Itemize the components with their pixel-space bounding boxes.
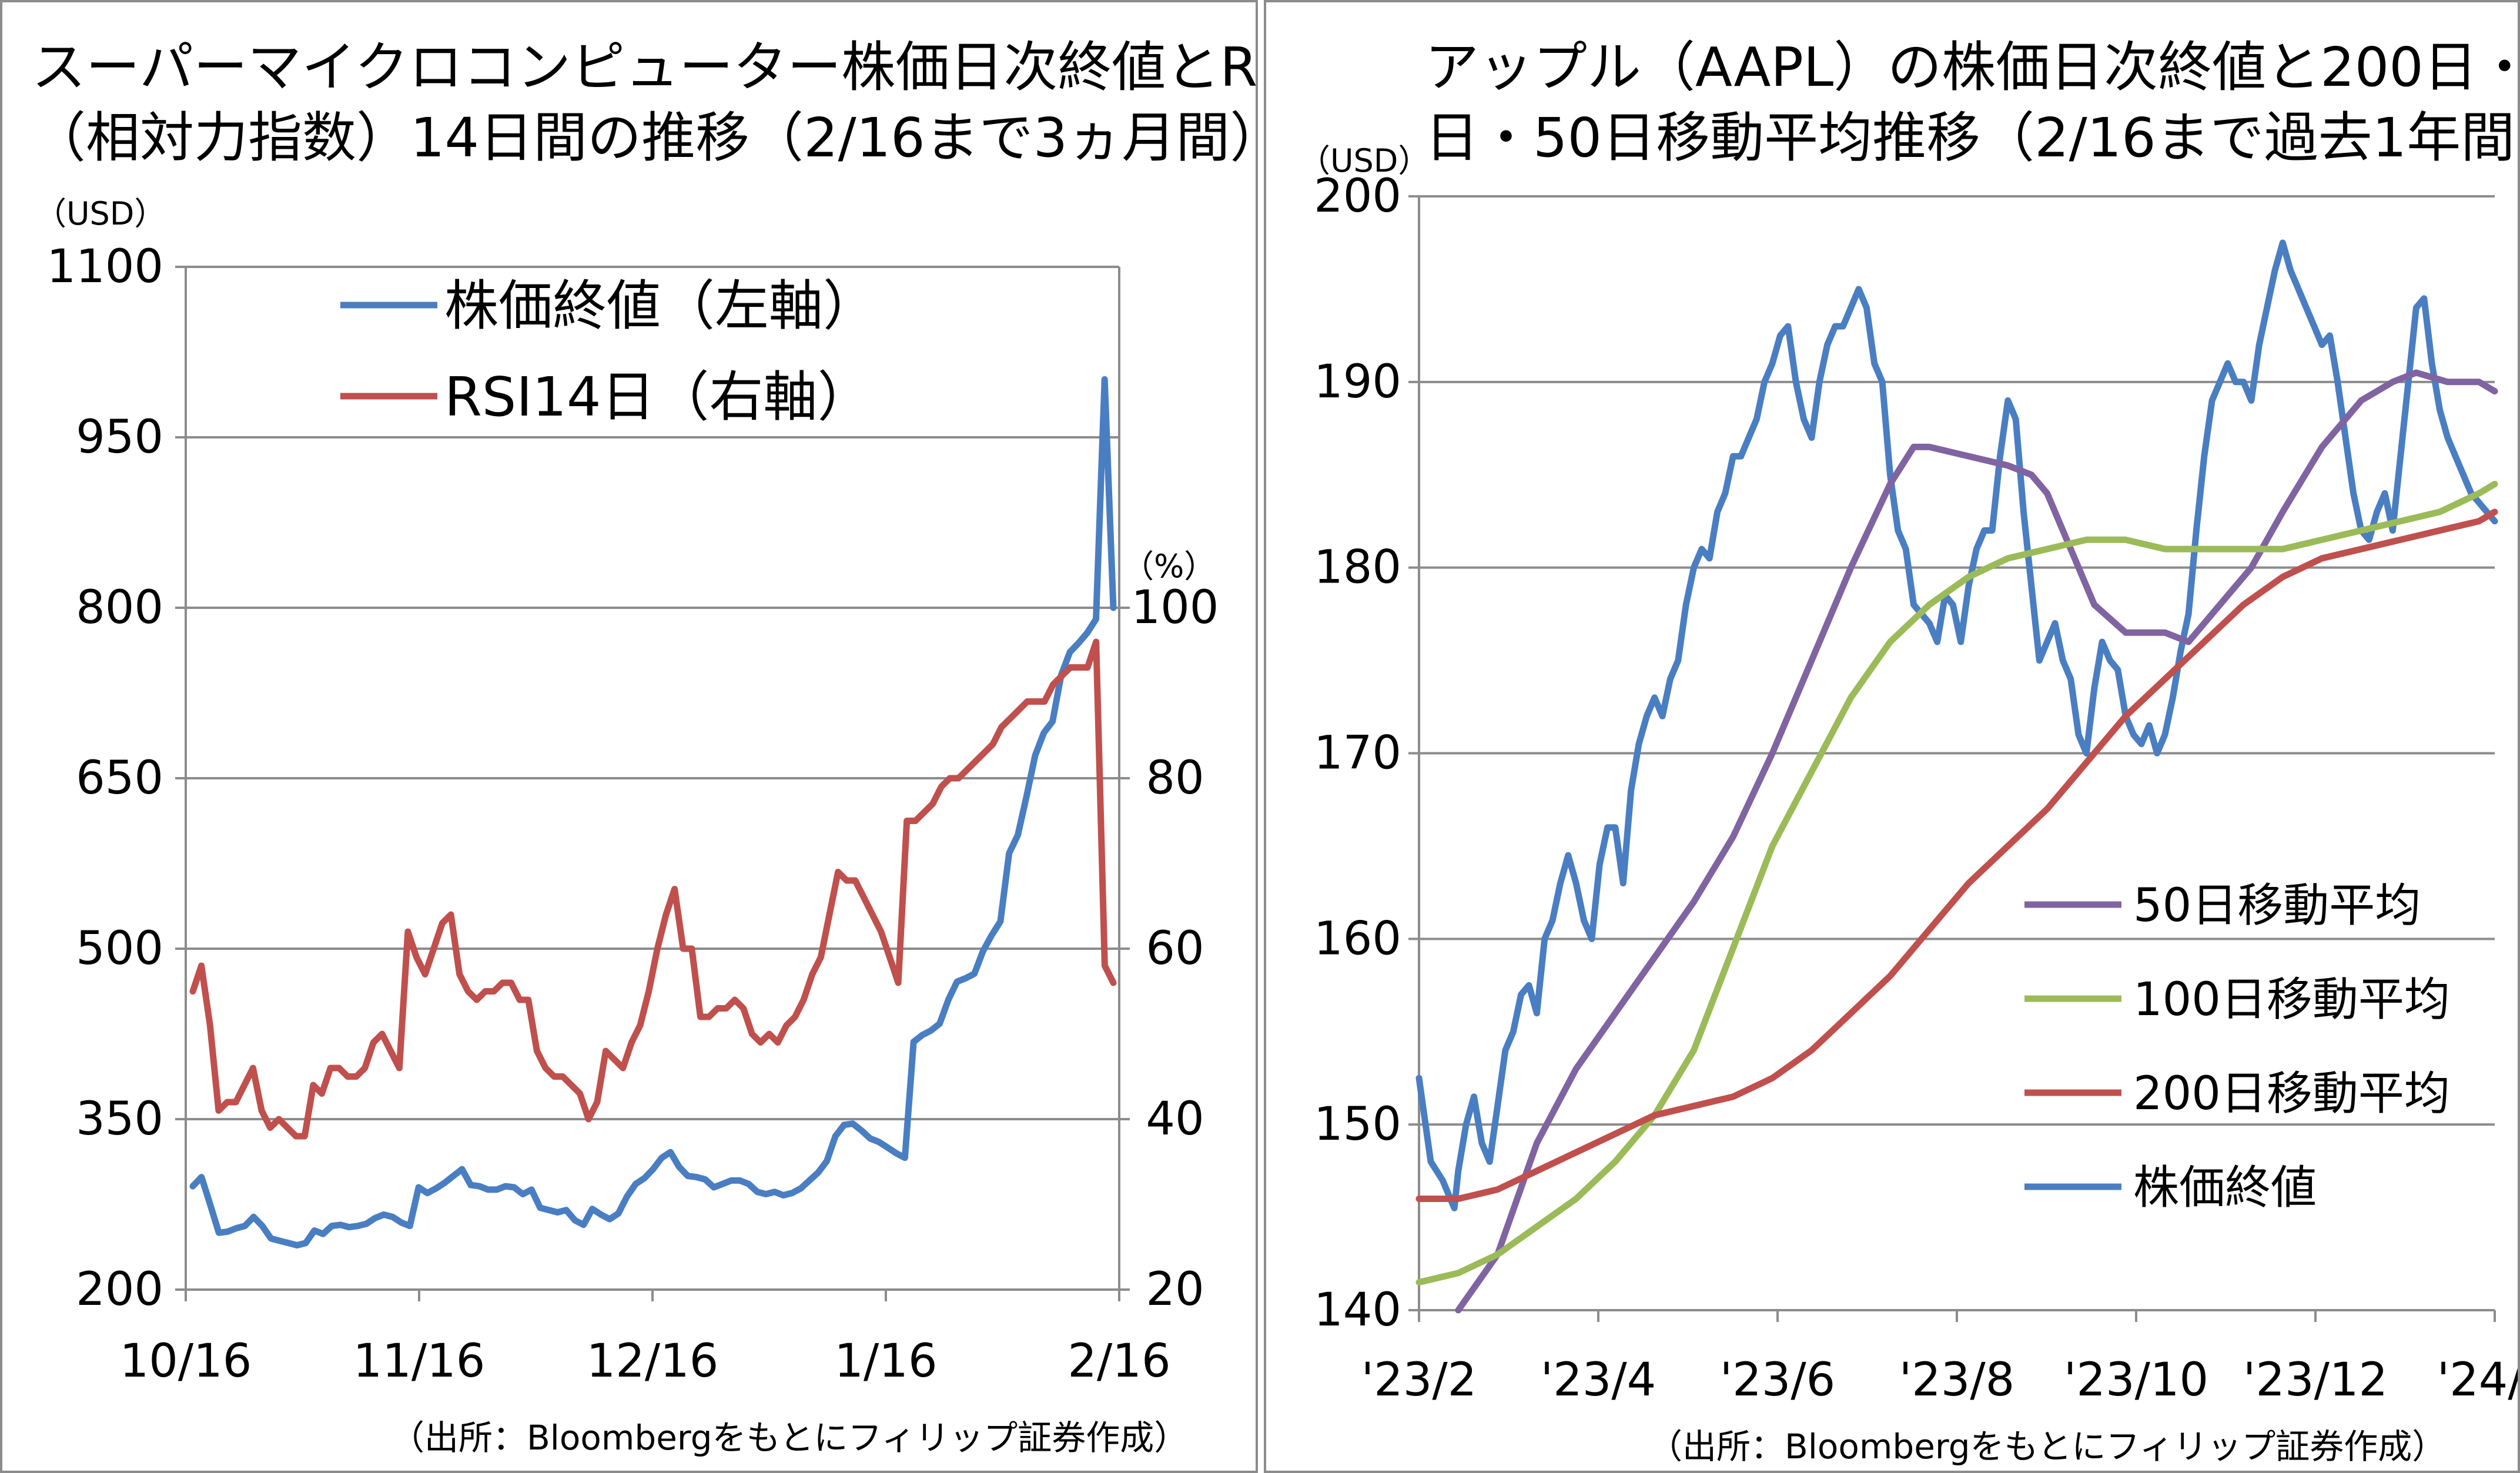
y-right-tick-label: 20 — [1146, 1263, 1204, 1316]
series-line-ma200 — [1415, 508, 2498, 1202]
series-line-price — [1415, 239, 2498, 1211]
x-tick-label: '23/2 — [1361, 1354, 1477, 1407]
x-tick-label: 11/16 — [353, 1335, 486, 1388]
legend-label: 株価終値（左軸） — [444, 274, 877, 337]
x-tick-label: 2/16 — [1067, 1335, 1170, 1388]
x-tick-label: '23/10 — [2064, 1354, 2208, 1407]
y-tick-label: 150 — [1314, 1098, 1401, 1151]
y-tick-label: 160 — [1314, 912, 1401, 965]
legend-label: 100日移動平均 — [2133, 973, 2450, 1026]
x-tick-label: '23/12 — [2243, 1354, 2388, 1407]
y-right-tick-label: 100 — [1132, 581, 1219, 634]
y-axis-unit: （USD） — [1299, 142, 1430, 179]
y-right-tick-label: 40 — [1146, 1093, 1204, 1146]
y-left-tick-label: 800 — [76, 581, 163, 634]
y-tick-label: 180 — [1314, 541, 1401, 594]
y-tick-label: 190 — [1314, 356, 1401, 409]
legend-label: 200日移動平均 — [2133, 1067, 2450, 1120]
y-left-tick-label: 950 — [76, 411, 163, 464]
y-right-tick-label: 80 — [1146, 752, 1204, 805]
left-chart-title-line1: スーパーマイクロコンピューター株価日次終値とRSI — [32, 36, 1258, 99]
x-tick-label: '23/4 — [1541, 1354, 1656, 1407]
x-tick-label: '24/2 — [2437, 1354, 2520, 1407]
left-chart-source: （出所：Bloombergをもとにフィリップ証券作成） — [390, 1418, 1189, 1458]
legend-label: 50日移動平均 — [2133, 879, 2421, 932]
y-left-tick-label: 650 — [76, 752, 163, 805]
y-left-tick-label: 200 — [76, 1263, 163, 1316]
right-axis-unit: （%） — [1122, 548, 1216, 585]
x-tick-label: '23/6 — [1720, 1354, 1836, 1407]
right-chart-source: （出所：Bloombergをもとにフィリップ証券作成） — [1648, 1427, 2447, 1467]
series-line-ma50 — [1455, 369, 2498, 1314]
left-chart-title-line2: （相対力指数）14日間の推移（2/16まで3ヵ月間） — [32, 106, 1258, 169]
legend-label: 株価終値 — [2133, 1161, 2317, 1214]
right-chart-title-line1: アップル（AAPL）の株価日次終値と200日・100 — [1425, 36, 2520, 99]
series-line-price — [189, 376, 1117, 1249]
legend-label: RSI14日（右軸） — [444, 366, 872, 428]
y-tick-label: 170 — [1314, 727, 1401, 780]
y-left-tick-label: 500 — [76, 922, 163, 975]
right-chart-plot: 140 150 160 170 180 190 200 '23/2 '23/4 '23/6 '23/… — [1314, 170, 2520, 1407]
right-chart-title-line2: 日・50日移動平均推移（2/16まで過去1年間） — [1425, 106, 2520, 169]
series-line-rsi — [189, 638, 1117, 1140]
series-line-ma100 — [1415, 481, 2498, 1286]
y-right-tick-label: 60 — [1146, 922, 1204, 975]
right-chart-panel: アップル（AAPL）の株価日次終値と200日・100 日・50日移動平均推移（2… — [1264, 0, 2520, 1473]
x-tick-label: 1/16 — [834, 1335, 937, 1388]
y-tick-label: 200 — [1314, 170, 1401, 223]
y-left-tick-label: 1100 — [46, 240, 163, 293]
x-tick-label: '23/8 — [1899, 1354, 2015, 1407]
y-left-tick-label: 350 — [76, 1093, 163, 1146]
y-tick-label: 140 — [1314, 1284, 1401, 1337]
x-tick-label: 12/16 — [587, 1335, 719, 1388]
left-chart-panel: スーパーマイクロコンピューター株価日次終値とRSI （相対力指数）14日間の推移… — [0, 0, 1258, 1473]
left-chart-plot: 200 350 500 650 800 950 1100 20 40 60 80 100 10/16 11… — [46, 240, 1219, 1388]
left-axis-unit: （USD） — [35, 195, 166, 232]
x-tick-label: 10/16 — [120, 1335, 252, 1388]
